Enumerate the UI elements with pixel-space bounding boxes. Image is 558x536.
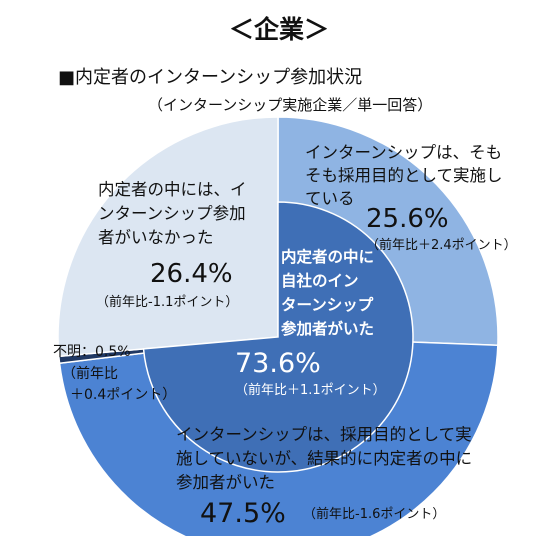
- slice2-change: （前年比-1.6ポイント）: [303, 506, 445, 522]
- chart-note: （インターンシップ実施企業／単一回答）: [148, 96, 432, 114]
- slice2-label: インターンシップは、採用目的として実: [176, 425, 472, 444]
- slice2-value: 47.5%: [200, 498, 286, 529]
- chart-title: ＜企業＞: [229, 15, 329, 44]
- inner-slice-1: [142, 201, 414, 473]
- outer-slice-4: [57, 116, 279, 358]
- slice1-change: （前年比＋2.4ポイント）: [366, 237, 517, 253]
- chart-subtitle: ■内定者のインターンシップ参加状況: [58, 67, 362, 88]
- slice4-label: ンターンシップ参加: [98, 204, 246, 223]
- inner-slice-label: 参加者がいた: [281, 319, 374, 338]
- slice1-label: インターンシップは、そも: [305, 143, 502, 162]
- slice2-label: 施していないが、結果的に内定者の中に: [176, 449, 472, 468]
- slice4-label: 者がいなかった: [98, 228, 214, 247]
- slice2-label: 参加者がいた: [176, 473, 275, 492]
- inner-slice-label: 内定者の中に: [281, 247, 374, 266]
- slice3-label: ＋0.4ポイント）: [70, 387, 176, 403]
- slice3-label: （前年比: [62, 365, 118, 382]
- inner-slice-label: ターンシップ: [281, 295, 374, 314]
- slice1-label: そも採用目的として実施し: [305, 166, 503, 185]
- slice4-label: 内定者の中には、イ: [98, 180, 247, 199]
- slice4-value: 26.4%: [150, 259, 233, 289]
- inner-slice-change: （前年比＋1.1ポイント）: [235, 382, 386, 398]
- slice1-label: ている: [305, 189, 355, 208]
- slice4-change: （前年比-1.1ポイント）: [96, 294, 238, 310]
- slice3-label: 不明：0.5%: [53, 344, 131, 360]
- slice1-value: 25.6%: [366, 204, 449, 234]
- inner-slice-value: 73.6%: [235, 348, 321, 379]
- inner-slice-label: 自社のイン: [281, 271, 359, 290]
